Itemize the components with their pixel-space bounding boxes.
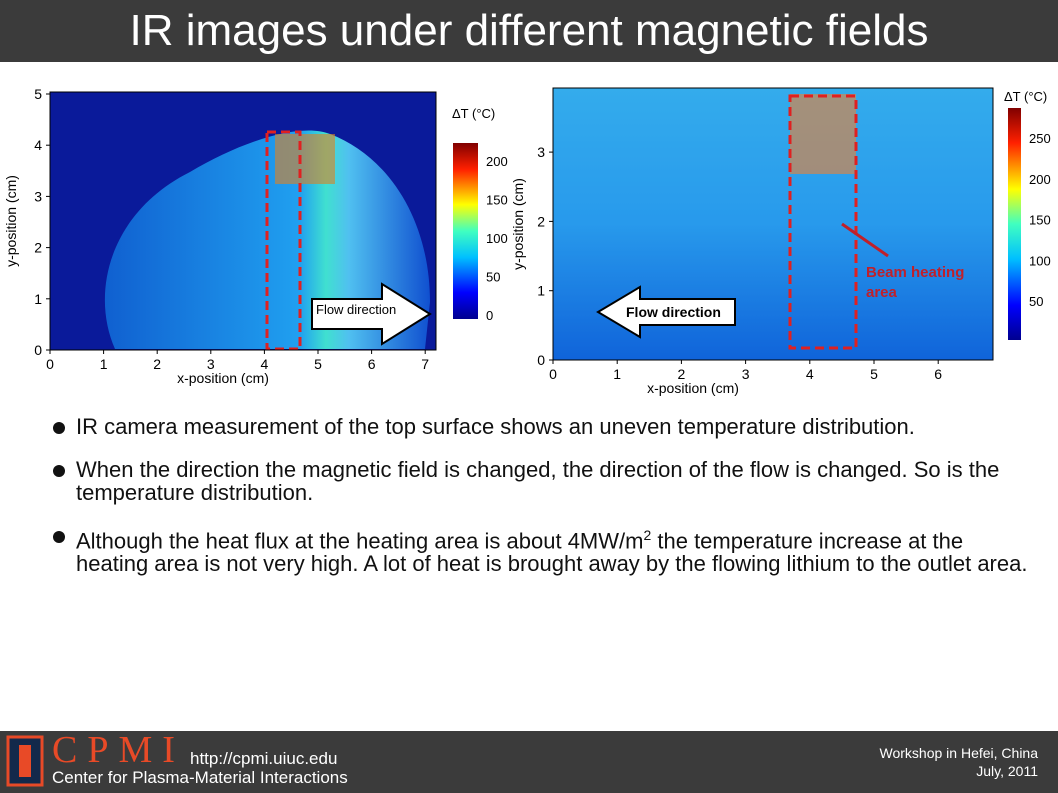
bullet: IR camera measurement of the top surface… <box>50 415 1040 438</box>
x-axis-label: x-position (cm) <box>647 380 739 396</box>
footer-date: July, 2011 <box>976 763 1038 779</box>
x-tick-label: 3 <box>742 366 750 382</box>
footer: CPMI http://cpmi.uiuc.edu Center for Pla… <box>0 731 1058 793</box>
plot-frame <box>49 91 437 351</box>
x-tick-label: 2 <box>153 356 161 372</box>
x-tick-label: 1 <box>613 366 621 382</box>
x-tick-label: 5 <box>870 366 878 382</box>
y-tick-label: 0 <box>34 342 42 358</box>
x-tick-label: 4 <box>261 356 269 372</box>
footer-org: Center for Plasma-Material Interactions <box>52 768 348 787</box>
bullet-text: Although the heat flux at the heating ar… <box>76 528 644 554</box>
colorbar-title: ΔT (°C) <box>452 106 495 121</box>
colorbar-tick-label: 150 <box>486 193 508 208</box>
x-tick-label: 2 <box>678 366 686 382</box>
x-tick-label: 1 <box>100 356 108 372</box>
plot-frame <box>552 87 994 361</box>
colorbar-tick-label: 0 <box>486 308 493 323</box>
footer-url: http://cpmi.uiuc.edu <box>190 749 337 768</box>
colorbar-tick-label: 150 <box>1029 213 1051 228</box>
x-tick-label: 5 <box>314 356 322 372</box>
logo-i <box>19 745 31 777</box>
y-tick-label: 0 <box>537 352 545 368</box>
bullet-text: the temperature increase at the heating … <box>76 528 1028 577</box>
x-tick-label: 4 <box>806 366 814 382</box>
y-tick-label: 1 <box>34 291 42 307</box>
x-tick-label: 3 <box>207 356 215 372</box>
colorbar-tick-label: 50 <box>486 270 500 285</box>
footer-event: Workshop in Hefei, China <box>880 745 1039 761</box>
slide-title: IR images under different magnetic field… <box>0 0 1058 62</box>
y-tick-label: 2 <box>34 240 42 256</box>
y-tick-label: 3 <box>537 144 545 160</box>
x-tick-label: 7 <box>421 356 429 372</box>
y-axis-label: y-position (cm) <box>3 175 19 267</box>
y-tick-label: 5 <box>34 86 42 102</box>
y-tick-label: 1 <box>537 283 545 299</box>
figures: 0 1 2 3 4 5 6 7 0 1 2 3 4 5 x-position (cm) y-position … <box>3 86 1051 396</box>
ir-image-1 <box>50 92 478 351</box>
colorbar-tick-label: 250 <box>1029 131 1051 146</box>
colorbar-tick-label: 200 <box>486 154 508 169</box>
x-tick-label: 6 <box>934 366 942 382</box>
bullet: Although the heat flux at the heating ar… <box>50 524 1040 575</box>
x-tick-label: 6 <box>368 356 376 372</box>
bullet-list: IR camera measurement of the top surface… <box>50 415 1040 595</box>
x-tick-label: 0 <box>549 366 557 382</box>
annotation: Beam heating area <box>866 264 964 301</box>
logo-text: CPMI <box>52 731 185 771</box>
annotation: Flow direction <box>626 304 721 320</box>
x-axis-label: x-position (cm) <box>177 370 269 386</box>
y-tick-label: 2 <box>537 213 545 229</box>
ir-image-2 <box>553 88 1021 360</box>
bullet: When the direction the magnetic field is… <box>50 458 1040 504</box>
colorbar-tick-label: 100 <box>486 231 508 246</box>
y-tick-label: 4 <box>34 137 42 153</box>
y-axis-label: y-position (cm) <box>510 178 526 270</box>
annotation: Flow direction <box>316 302 396 317</box>
y-tick-label: 3 <box>34 188 42 204</box>
footer-graphics: CPMI http://cpmi.uiuc.edu Center for Pla… <box>6 731 1039 787</box>
x-tick-label: 0 <box>46 356 54 372</box>
bullet-text: 2 <box>643 527 652 543</box>
colorbar-tick-label: 100 <box>1029 253 1051 268</box>
colorbar-title: ΔT (°C) <box>1004 89 1047 104</box>
colorbar-tick-label: 200 <box>1029 172 1051 187</box>
colorbar-tick-label: 50 <box>1029 294 1043 309</box>
